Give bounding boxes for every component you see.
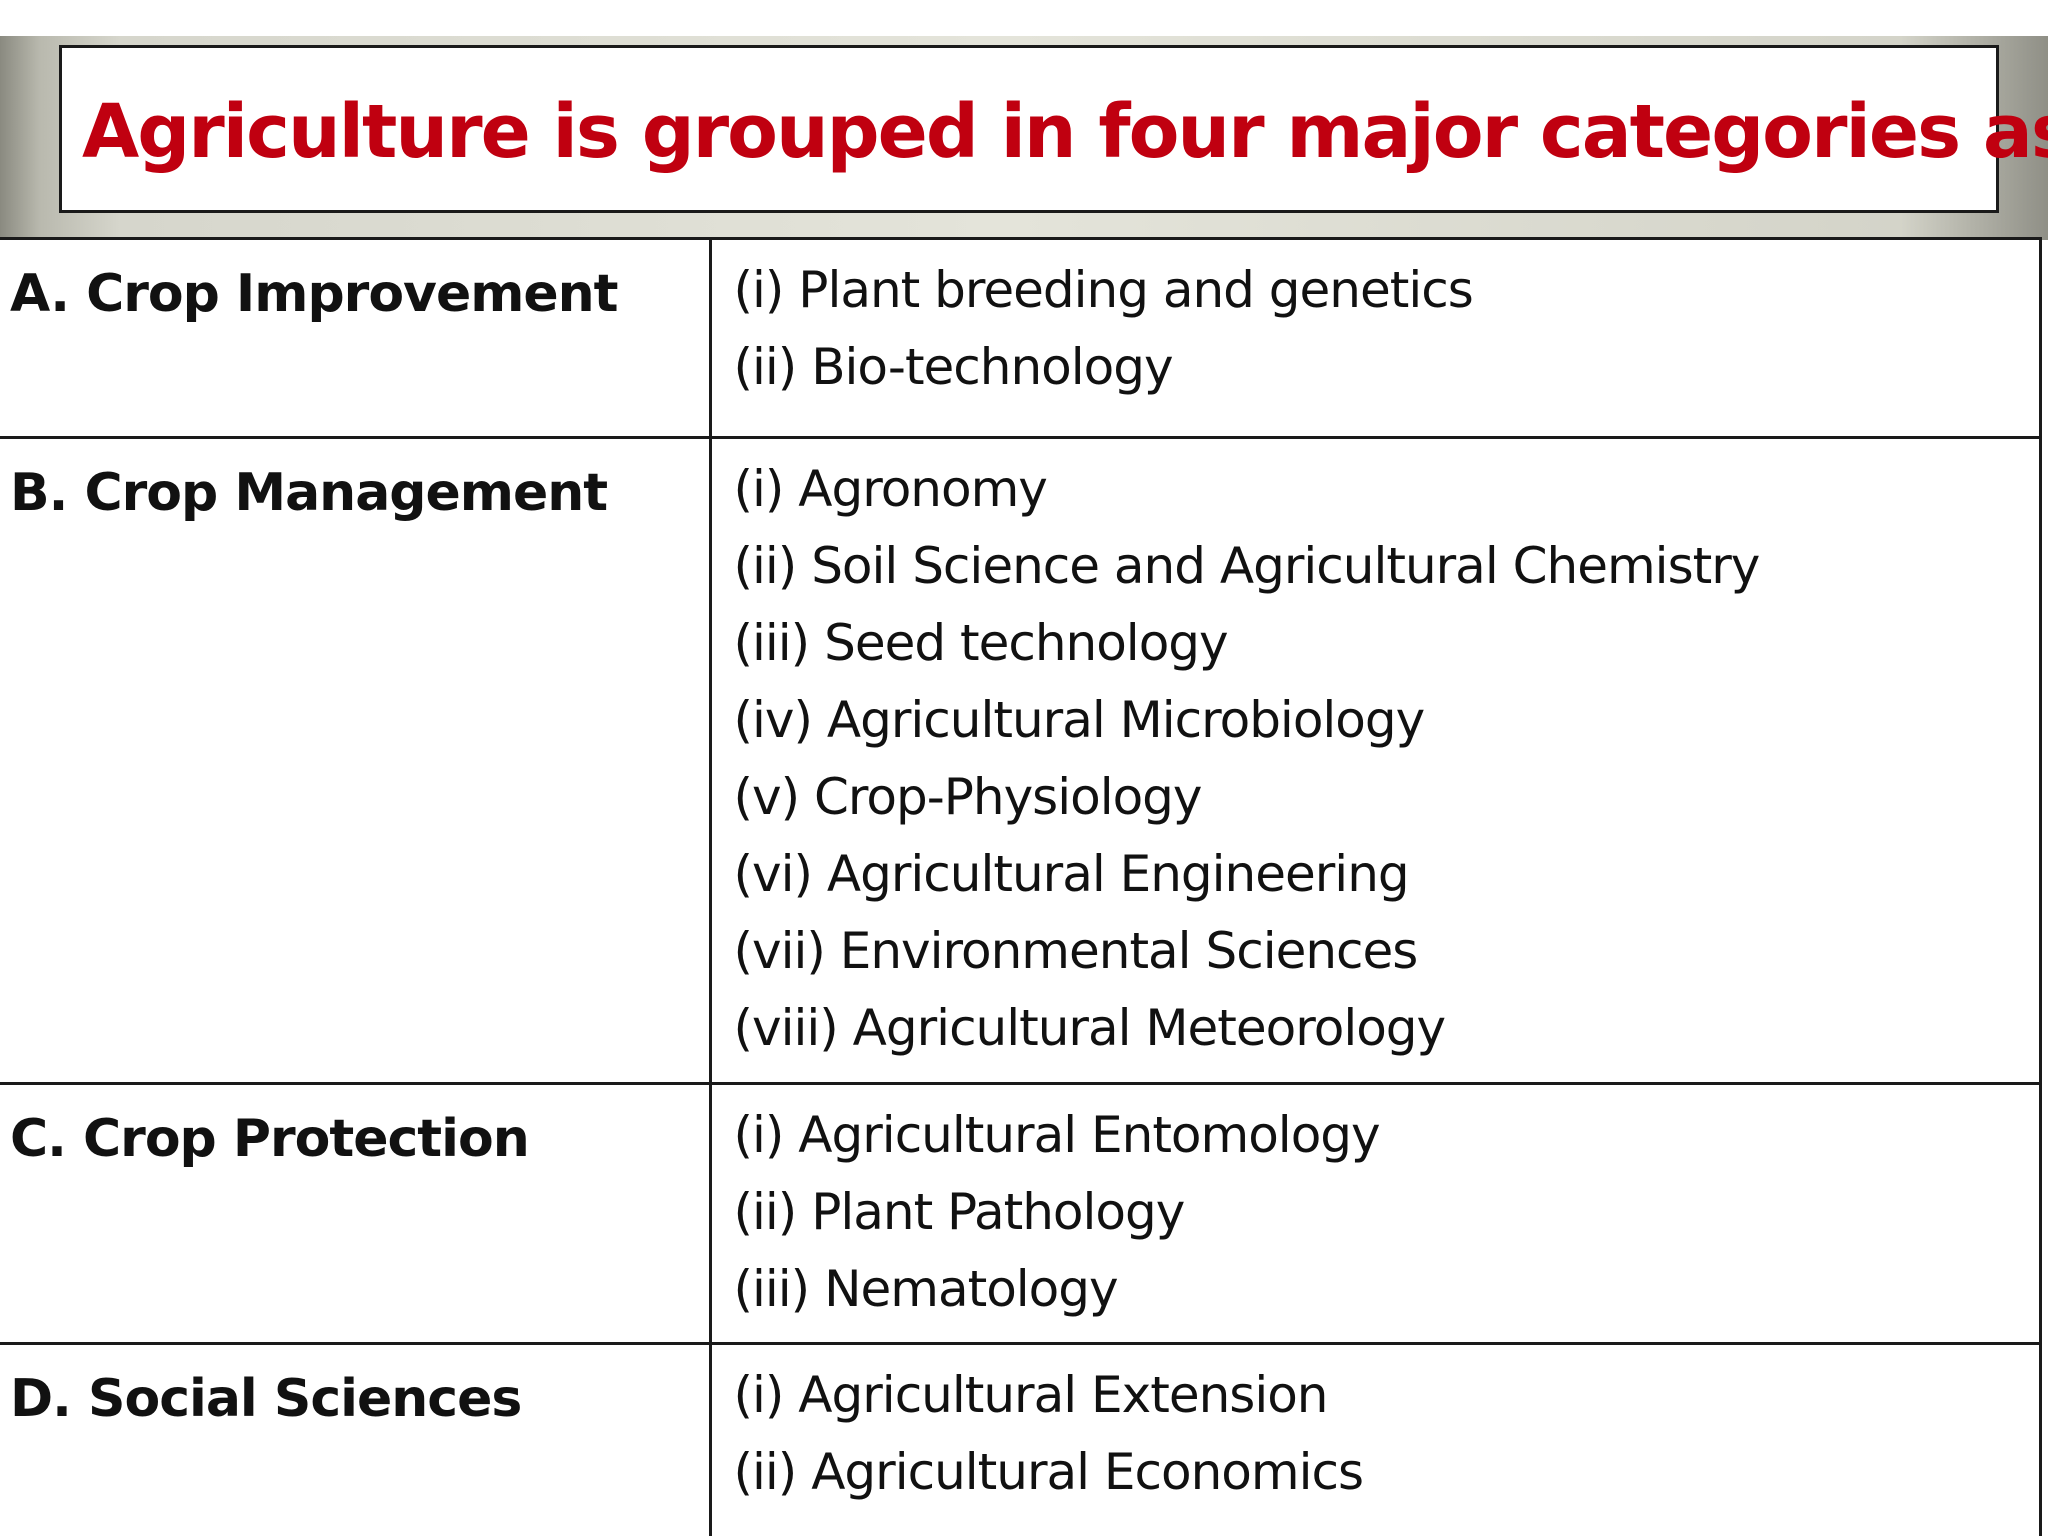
category-name: D. Social Sciences [0,1342,712,1536]
subject-item: (ii) Soil Science and Agricultural Chemi… [733,537,1761,595]
subject-item: (iv) Agricultural Microbiology [733,691,1426,749]
slide-title: Agriculture is grouped in four major cat… [82,89,2048,175]
subject-item: (v) Crop-Physiology [733,768,1203,826]
category-name: C. Crop Protection [0,1082,712,1345]
subject-list: (i) Agricultural Entomology (ii) Plant P… [708,1082,2042,1345]
subject-item: (i) Agricultural Extension [733,1366,1329,1424]
category-name: A. Crop Improvement [0,237,712,439]
table-row: D. Social Sciences (i) Agricultural Exte… [0,1342,2042,1536]
subject-item: (iii) Nematology [733,1260,1119,1318]
subject-item: (i) Plant breeding and genetics [733,261,1474,319]
subject-item: (i) Agronomy [733,460,1048,518]
subject-item: (vii) Environmental Sciences [733,922,1419,980]
table-row: C. Crop Protection (i) Agricultural Ento… [0,1082,2042,1345]
subject-item: (ii) Bio-technology [733,338,1174,396]
title-box [59,45,1999,213]
subject-list: (i) Plant breeding and genetics (ii) Bio… [708,237,2042,439]
subject-item: (ii) Agricultural Economics [733,1443,1365,1501]
subject-item: (vi) Agricultural Engineering [733,845,1410,903]
subject-list: (i) Agronomy (ii) Soil Science and Agric… [708,436,2042,1085]
table-row: A. Crop Improvement (i) Plant breeding a… [0,237,2042,439]
subject-item: (viii) Agricultural Meteorology [733,999,1447,1057]
subject-item: (i) Agricultural Entomology [733,1106,1381,1164]
category-name: B. Crop Management [0,436,712,1085]
subject-item: (ii) Plant Pathology [733,1183,1186,1241]
subject-item: (iii) Seed technology [733,614,1229,672]
table-row: B. Crop Management (i) Agronomy (ii) Soi… [0,436,2042,1085]
subject-list: (i) Agricultural Extension (ii) Agricult… [708,1342,2042,1536]
categories-table: A. Crop Improvement (i) Plant breeding a… [0,237,2042,1536]
